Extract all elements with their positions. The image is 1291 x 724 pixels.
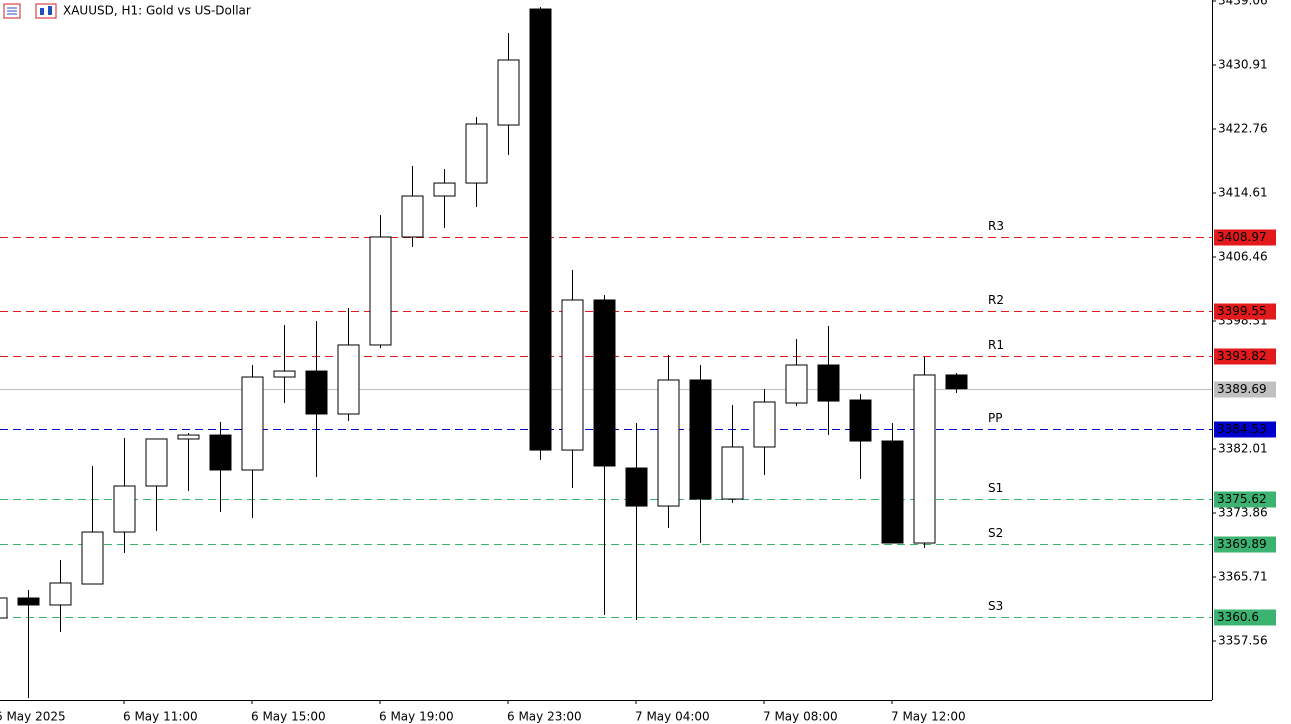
price-label: 3399.55 xyxy=(1217,304,1267,318)
candle-body xyxy=(817,364,840,402)
candle-body xyxy=(305,370,328,415)
y-tick-label: 3414.61 xyxy=(1218,186,1268,200)
price-label-box xyxy=(1214,421,1276,438)
price-label-box xyxy=(1214,348,1276,365)
price-label-box xyxy=(1214,381,1276,398)
candle-body xyxy=(337,344,360,415)
chart-title: XAUUSD, H1: Gold vs US-Dollar xyxy=(63,4,251,18)
candle-body xyxy=(49,582,72,606)
level-name: PP xyxy=(988,411,1002,425)
candle-body xyxy=(81,531,104,585)
level-name: R1 xyxy=(988,338,1004,352)
y-tick-label: 3373.86 xyxy=(1218,506,1268,520)
candle-body xyxy=(273,370,296,378)
candle-body xyxy=(465,123,488,184)
price-label: 3384.53 xyxy=(1217,422,1267,436)
level-name: S2 xyxy=(988,526,1003,540)
y-tick-label: 3357.56 xyxy=(1218,634,1268,648)
price-label-box xyxy=(1214,491,1276,508)
candle-body xyxy=(529,8,552,451)
candle-body xyxy=(689,379,712,500)
candle-body xyxy=(113,485,136,533)
candle-body xyxy=(785,364,808,404)
x-tick-label: 6 May 19:00 xyxy=(379,710,454,724)
y-tick-label: 3422.76 xyxy=(1218,122,1268,136)
price-label-box xyxy=(1214,536,1276,553)
y-tick-label: 3382.01 xyxy=(1218,442,1268,456)
price-label: 3369.89 xyxy=(1217,537,1267,551)
y-tick-label: 3439.06 xyxy=(1218,0,1268,8)
price-label: 3375.62 xyxy=(1217,492,1267,506)
price-label: 3408.97 xyxy=(1217,230,1267,244)
price-label: 3389.69 xyxy=(1217,382,1267,396)
candle-body xyxy=(913,374,936,544)
y-tick-label: 3406.46 xyxy=(1218,250,1268,264)
y-tick-label: 3430.91 xyxy=(1218,58,1268,72)
level-name: R3 xyxy=(988,219,1004,233)
candle-body xyxy=(241,376,264,471)
candle-body xyxy=(497,59,520,126)
candle-body xyxy=(657,379,680,507)
x-tick-label: 6 May 15:00 xyxy=(251,710,326,724)
candle-body xyxy=(369,236,392,346)
price-label: 3360.6 xyxy=(1217,610,1259,624)
candle-body xyxy=(561,299,584,451)
candle-body xyxy=(209,434,232,471)
candle-body xyxy=(881,440,904,544)
candle-body xyxy=(849,399,872,442)
level-name: R2 xyxy=(988,293,1004,307)
candle-body xyxy=(945,374,968,390)
candle-body xyxy=(17,597,40,606)
price-label-box xyxy=(1214,303,1276,320)
y-tick-label: 3365.71 xyxy=(1218,570,1268,584)
symbol-icons[interactable] xyxy=(3,3,57,19)
candle-body xyxy=(753,401,776,448)
candle-body xyxy=(401,195,424,238)
price-label: 3393.82 xyxy=(1217,349,1267,363)
x-tick-label: 6 May 11:00 xyxy=(123,710,198,724)
price-label-box xyxy=(1214,609,1276,626)
x-tick-label: 6 May 23:00 xyxy=(507,710,582,724)
candle-body xyxy=(625,467,648,507)
candle-body xyxy=(145,438,168,487)
x-tick-label: 7 May 12:00 xyxy=(891,710,966,724)
x-tick-label: 7 May 04:00 xyxy=(635,710,710,724)
candle-body xyxy=(721,446,744,500)
x-tick-label: 7 May 08:00 xyxy=(763,710,838,724)
x-tick-label: 6 May 2025 xyxy=(0,710,66,724)
candle-body xyxy=(177,434,200,440)
plot-area xyxy=(0,6,1212,699)
candle-body xyxy=(593,299,616,467)
level-name: S1 xyxy=(988,481,1003,495)
price-label-box xyxy=(1214,229,1276,246)
candle-body xyxy=(433,182,456,197)
level-name: S3 xyxy=(988,599,1003,613)
candle-body xyxy=(0,597,8,619)
